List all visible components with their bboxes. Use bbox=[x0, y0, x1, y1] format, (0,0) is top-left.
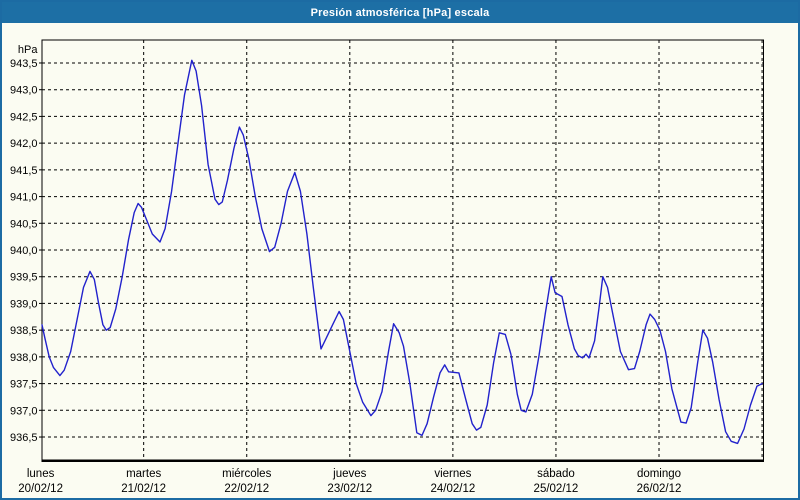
y-tick-label: 942,5 bbox=[10, 111, 38, 123]
day-date-label: 25/02/12 bbox=[534, 483, 579, 495]
day-name-label: domingo bbox=[637, 468, 681, 480]
day-date-label: 26/02/12 bbox=[637, 483, 682, 495]
day-name-label: jueves bbox=[332, 468, 366, 480]
day-name-label: miércoles bbox=[222, 468, 271, 480]
y-tick-label: 943,0 bbox=[10, 85, 38, 97]
y-axis-unit-label: hPa bbox=[18, 44, 38, 56]
y-tick-label: 936,5 bbox=[10, 432, 38, 444]
pressure-line bbox=[41, 59, 763, 445]
window-title: Presión atmosférica [hPa] escala bbox=[310, 6, 490, 19]
day-date-label: 24/02/12 bbox=[430, 483, 475, 495]
day-name-label: martes bbox=[126, 468, 161, 480]
y-tick-label: 941,0 bbox=[10, 192, 38, 204]
y-tick-label: 938,5 bbox=[10, 325, 38, 337]
y-tick-label: 937,5 bbox=[10, 379, 38, 391]
y-tick-label: 937,0 bbox=[10, 405, 38, 417]
y-tick-label: 939,5 bbox=[10, 272, 38, 284]
day-date-label: 20/02/12 bbox=[18, 483, 63, 495]
day-date-label: 23/02/12 bbox=[327, 483, 372, 495]
y-tick-label: 939,0 bbox=[10, 298, 38, 310]
y-tick-label: 938,0 bbox=[10, 352, 38, 364]
y-tick-label: 940,0 bbox=[10, 245, 38, 257]
day-name-label: viernes bbox=[434, 468, 471, 480]
title-bar: Presión atmosférica [hPa] escala bbox=[2, 2, 798, 23]
day-name-label: lunes bbox=[27, 468, 55, 480]
y-tick-label: 942,0 bbox=[10, 138, 38, 150]
y-tick-label: 940,5 bbox=[10, 218, 38, 230]
day-date-label: 22/02/12 bbox=[224, 483, 269, 495]
day-date-label: 21/02/12 bbox=[121, 483, 166, 495]
y-tick-label: 941,5 bbox=[10, 165, 38, 177]
day-name-label: sábado bbox=[537, 468, 575, 480]
y-tick-label: 943,5 bbox=[10, 58, 38, 70]
